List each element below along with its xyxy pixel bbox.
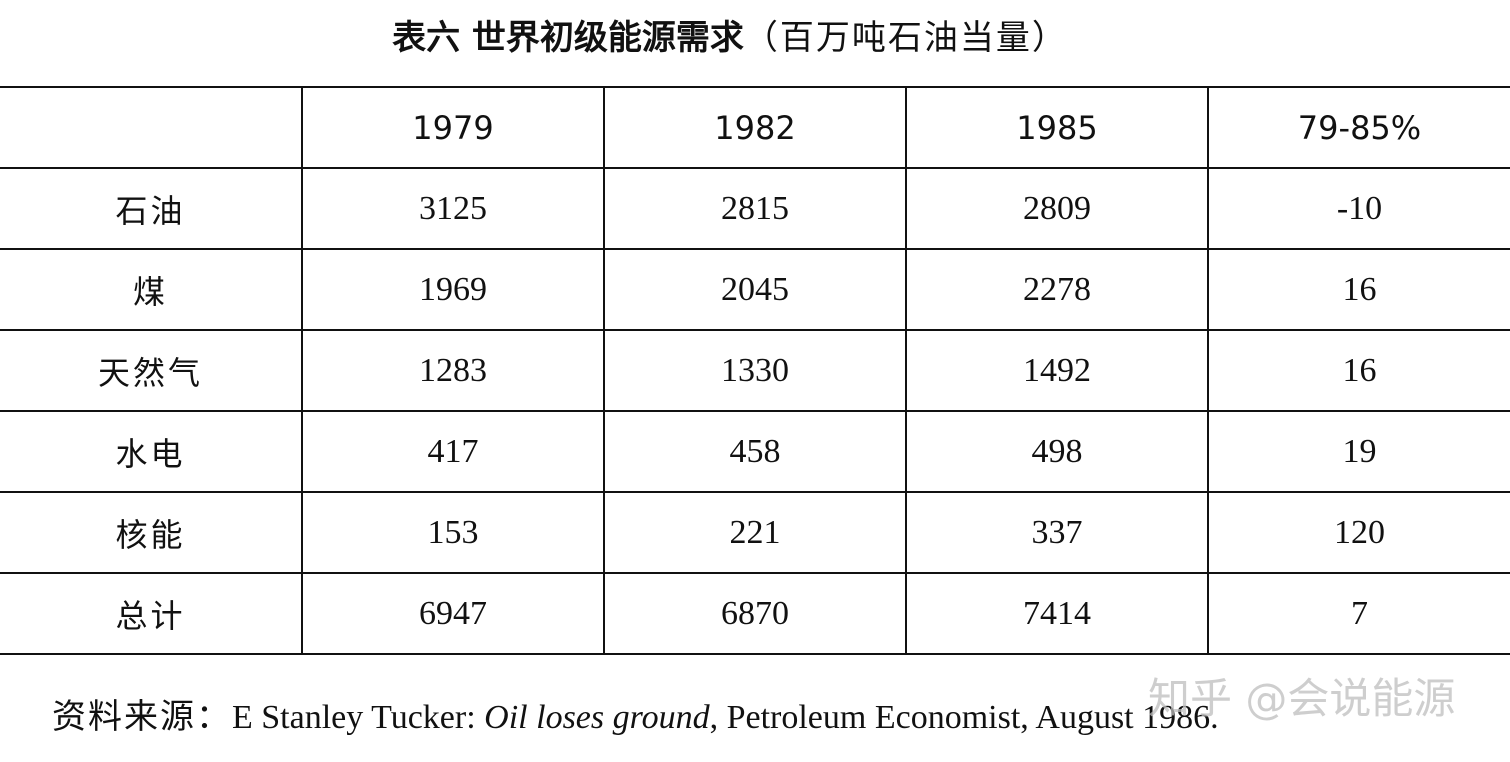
header-cell-empty [0, 86, 303, 169]
table-row-oil: 石油 3125 2815 2809 -10 [0, 167, 1510, 250]
source-publication: , Petroleum Economist, August 1986. [709, 699, 1219, 736]
row-label: 煤 [0, 248, 303, 331]
table-title-unit: （百万吨石油当量） [743, 18, 1068, 58]
header-cell-1979: 1979 [301, 86, 605, 169]
energy-demand-table: 1979 1982 1985 79-85% 石油 3125 2815 2809 … [0, 86, 1510, 655]
table-title: 表六 世界初级能源需求（百万吨石油当量） [0, 14, 1460, 63]
header-cell-1985: 1985 [905, 86, 1209, 169]
cell-change: 19 [1207, 410, 1510, 493]
cell-1982: 458 [603, 410, 907, 493]
cell-1985: 337 [905, 491, 1209, 574]
cell-1982: 2815 [603, 167, 907, 250]
row-label: 水电 [0, 410, 303, 493]
cell-1982: 2045 [603, 248, 907, 331]
row-label: 总计 [0, 572, 303, 655]
table-title-main: 表六 世界初级能源需求 [392, 18, 744, 58]
source-label: 资料来源： [52, 697, 232, 737]
table-row-coal: 煤 1969 2045 2278 16 [0, 248, 1510, 331]
source-author: E Stanley Tucker: [232, 699, 485, 736]
cell-change: -10 [1207, 167, 1510, 250]
cell-1985: 2809 [905, 167, 1209, 250]
source-note: 资料来源：E Stanley Tucker: Oil loses ground,… [52, 692, 1219, 743]
cell-1979: 417 [301, 410, 605, 493]
cell-1985: 7414 [905, 572, 1209, 655]
cell-1982: 221 [603, 491, 907, 574]
cell-1985: 1492 [905, 329, 1209, 412]
cell-1985: 498 [905, 410, 1209, 493]
cell-1982: 6870 [603, 572, 907, 655]
cell-1985: 2278 [905, 248, 1209, 331]
zhihu-watermark: 知乎 @会说能源 [1148, 674, 1456, 723]
cell-change: 16 [1207, 248, 1510, 331]
source-article-title: Oil loses ground [484, 699, 710, 736]
table-row-hydro: 水电 417 458 498 19 [0, 410, 1510, 493]
table-row-total: 总计 6947 6870 7414 7 [0, 572, 1510, 655]
cell-1979: 153 [301, 491, 605, 574]
row-label: 核能 [0, 491, 303, 574]
header-cell-1982: 1982 [603, 86, 907, 169]
cell-1979: 1969 [301, 248, 605, 331]
header-cell-change: 79-85% [1207, 86, 1510, 169]
table-header-row: 1979 1982 1985 79-85% [0, 86, 1510, 169]
table-row-nuclear: 核能 153 221 337 120 [0, 491, 1510, 574]
cell-1982: 1330 [603, 329, 907, 412]
cell-1979: 6947 [301, 572, 605, 655]
table-row-natural-gas: 天然气 1283 1330 1492 16 [0, 329, 1510, 412]
row-label: 石油 [0, 167, 303, 250]
cell-change: 7 [1207, 572, 1510, 655]
cell-1979: 1283 [301, 329, 605, 412]
cell-1979: 3125 [301, 167, 605, 250]
cell-change: 16 [1207, 329, 1510, 412]
row-label: 天然气 [0, 329, 303, 412]
cell-change: 120 [1207, 491, 1510, 574]
